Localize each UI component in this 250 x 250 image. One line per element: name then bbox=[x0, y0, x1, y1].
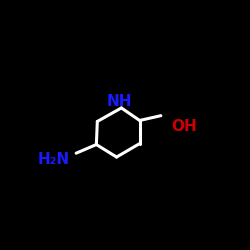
Text: OH: OH bbox=[171, 119, 197, 134]
Text: H₂N: H₂N bbox=[38, 152, 70, 168]
Text: NH: NH bbox=[107, 94, 132, 109]
